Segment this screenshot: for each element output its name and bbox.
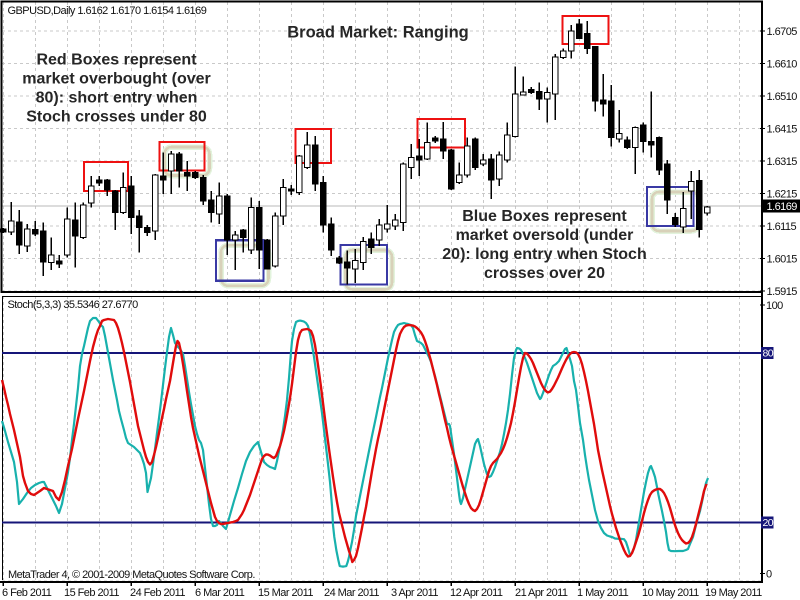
svg-text:15 Feb 2011: 15 Feb 2011 — [64, 587, 119, 599]
svg-text:3 Apr 2011: 3 Apr 2011 — [391, 587, 438, 599]
svg-text:24 Mar 2011: 24 Mar 2011 — [324, 587, 379, 599]
svg-text:1.6610: 1.6610 — [767, 59, 798, 71]
svg-text:crosses over 20: crosses over 20 — [484, 265, 605, 282]
svg-text:100: 100 — [766, 300, 783, 312]
svg-text:1.6415: 1.6415 — [767, 124, 798, 136]
svg-text:0: 0 — [766, 569, 772, 581]
svg-text:1 May 2011: 1 May 2011 — [577, 587, 629, 599]
svg-text:MetaTrader 4, © 2001-2009 Meta: MetaTrader 4, © 2001-2009 MetaQuotes Sof… — [8, 569, 255, 581]
svg-text:Blue Boxes represent: Blue Boxes represent — [462, 208, 627, 225]
svg-text:80): short entry when: 80): short entry when — [36, 89, 198, 106]
svg-text:12 Apr 2011: 12 Apr 2011 — [450, 587, 503, 599]
svg-text:21 Apr 2011: 21 Apr 2011 — [515, 587, 568, 599]
svg-text:market oversold (under: market oversold (under — [456, 227, 634, 244]
svg-text:24 Feb 2011: 24 Feb 2011 — [130, 587, 185, 599]
svg-text:Stoch crosses under 80: Stoch crosses under 80 — [26, 108, 207, 125]
svg-text:20: 20 — [763, 517, 774, 529]
svg-text:1.6115: 1.6115 — [767, 221, 797, 233]
svg-text:Red Boxes represent: Red Boxes represent — [36, 51, 197, 68]
svg-text:10 May 2011: 10 May 2011 — [642, 587, 699, 599]
svg-text:6 Feb 2011: 6 Feb 2011 — [2, 587, 52, 599]
svg-text:1.6015: 1.6015 — [767, 254, 798, 266]
svg-text:1.5915: 1.5915 — [767, 286, 798, 298]
svg-text:1.6315: 1.6315 — [767, 156, 798, 168]
svg-text:1.6510: 1.6510 — [767, 91, 798, 103]
svg-text:15 Mar 2011: 15 Mar 2011 — [258, 587, 313, 599]
svg-text:1.6705: 1.6705 — [767, 26, 798, 38]
svg-text:Stoch(5,3,3) 35.5346 27.6770: Stoch(5,3,3) 35.5346 27.6770 — [8, 299, 139, 311]
svg-text:market overbought (over: market overbought (over — [22, 70, 210, 87]
svg-text:80: 80 — [763, 348, 774, 360]
svg-text:20): long entry when Stoch: 20): long entry when Stoch — [442, 246, 646, 263]
svg-text:Broad Market: Ranging: Broad Market: Ranging — [287, 24, 469, 42]
svg-text:1.6215: 1.6215 — [767, 189, 798, 201]
svg-text:6 Mar 2011: 6 Mar 2011 — [195, 587, 245, 599]
svg-text:19 May 2011: 19 May 2011 — [705, 587, 762, 599]
svg-text:GBPUSD,Daily 1.6162 1.6170 1.: GBPUSD,Daily 1.6162 1.6170 1.6154 1.6169 — [8, 5, 207, 17]
svg-text:1.6169: 1.6169 — [767, 201, 798, 213]
